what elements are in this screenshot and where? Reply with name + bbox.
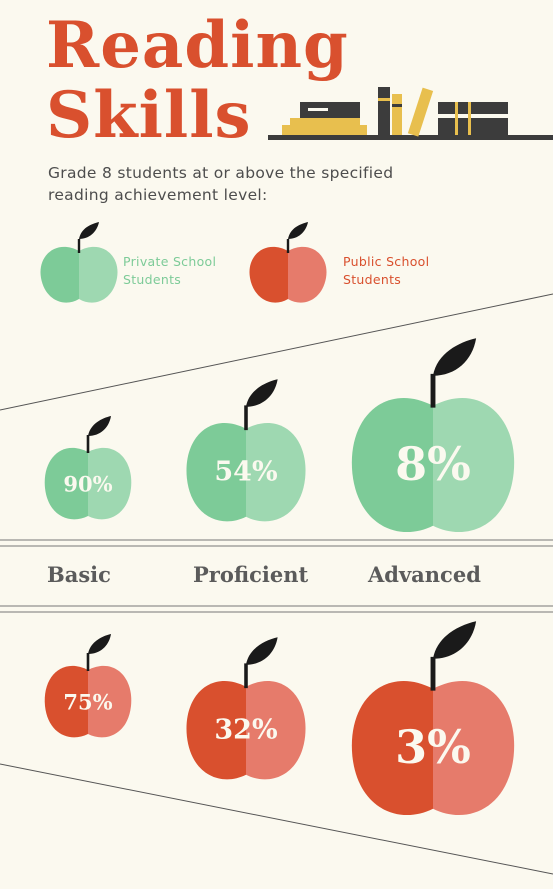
book-leaning [407,87,434,137]
value-label-private-advanced: 8% [395,437,471,491]
legend-private-apple-icon [40,222,118,303]
category-label-advanced: Advanced [368,562,481,587]
book-upright-2 [392,94,402,135]
apple-private-basic [44,416,132,520]
value-label-private-proficient: 54% [214,457,277,488]
title-skills: Skills [46,78,252,153]
apple-public-advanced [351,621,515,816]
apple-public-proficient [186,637,306,780]
value-label-public-advanced: 3% [395,720,471,774]
legend-private-label: Private School Students [123,254,217,287]
title-reading: Reading [46,8,349,83]
bookshelf-illustration [268,87,553,140]
value-label-public-proficient: 32% [214,715,277,746]
value-label-private-basic: 90% [63,472,112,497]
apple-private-advanced [351,338,515,533]
apple-public-basic [44,634,132,738]
category-label-proficient: Proficient [193,562,309,587]
shelf [268,135,553,140]
apple-private-proficient [186,379,306,522]
value-label-public-basic: 75% [63,690,112,715]
book-flat-1 [282,125,367,135]
legend-public-label: Public School Students [343,254,430,287]
book-flat-3 [300,102,360,118]
category-label-basic: Basic [47,562,111,587]
legend-public-apple-icon [249,222,327,303]
subtitle: Grade 8 students at or above the specifi… [48,164,394,204]
book-flat-2 [290,118,360,125]
